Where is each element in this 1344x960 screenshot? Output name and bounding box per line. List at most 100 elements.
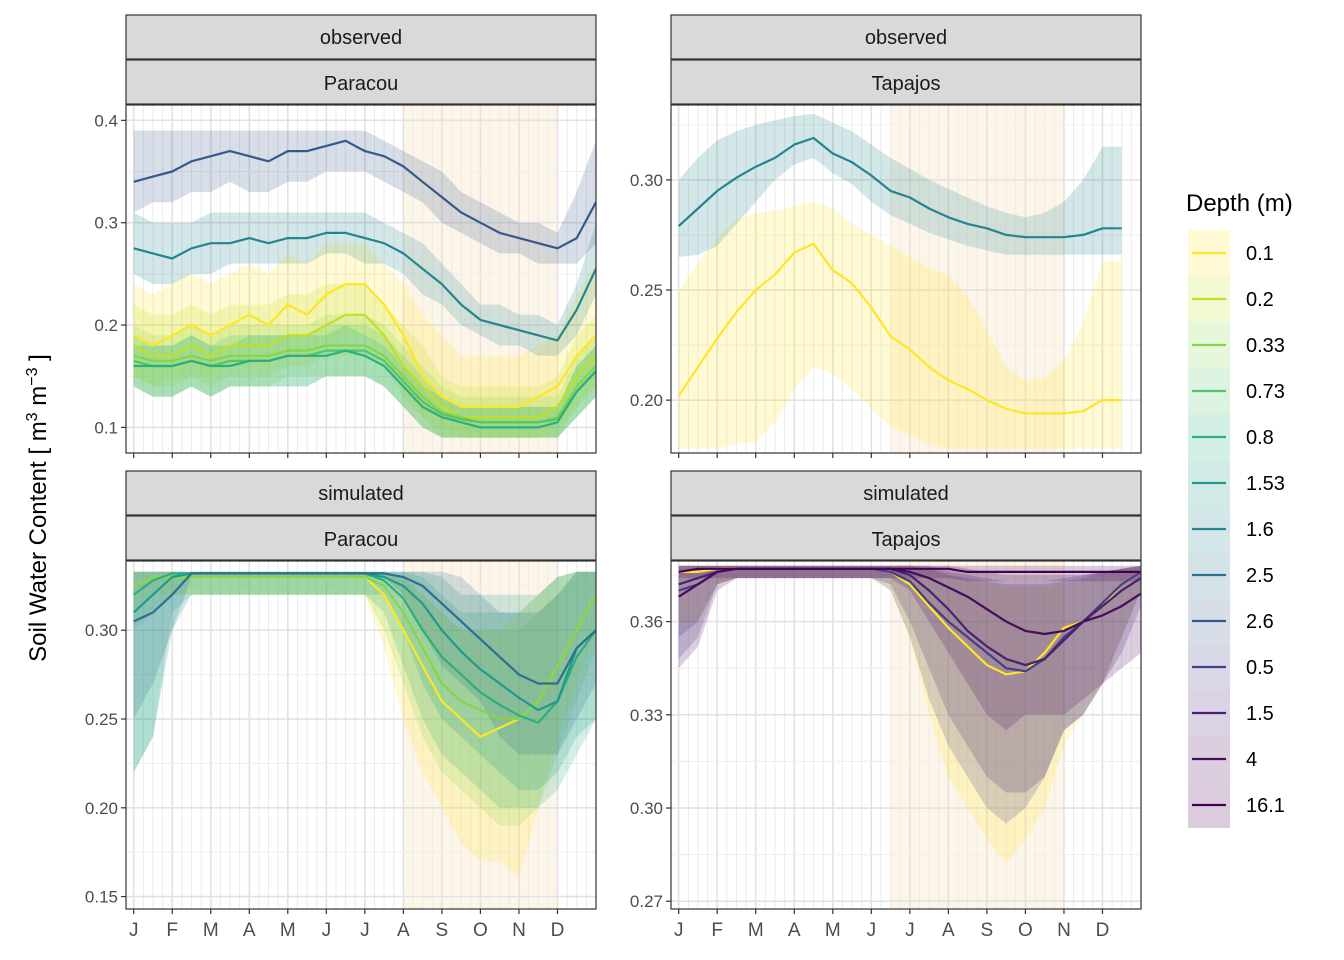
y-tick-label: 0.25 — [630, 281, 663, 300]
x-tick-label: M — [825, 920, 841, 941]
legend-item: 4 — [1188, 736, 1257, 782]
x-tick-label: M — [280, 920, 296, 941]
strip-top-label: observed — [320, 27, 402, 49]
panels: observed Paracou 0.1 0.2 0.3 0.4 observed Tapaj… — [85, 14, 1142, 941]
line-depth-2.6 — [133, 139, 596, 250]
y-tick-label: 0.25 — [85, 710, 118, 729]
strip-bottom-label: Paracou — [324, 73, 399, 95]
x-tick-label: J — [905, 920, 915, 941]
ribbon-depth-4 — [678, 565, 1141, 731]
x-tick-label: D — [1096, 920, 1110, 941]
y-tick-label: 0.30 — [630, 171, 663, 190]
legend-item: 2.6 — [1188, 598, 1274, 644]
legend-item: 0.73 — [1188, 368, 1285, 414]
line-depth-0.1 — [133, 283, 596, 408]
ribbon-depth-0.33 — [133, 571, 596, 826]
panel-top-right: observed Tapajos 0.20 0.25 0.30 — [630, 14, 1142, 458]
ribbon-depth-0.1 — [678, 565, 1141, 864]
x-tick-label: D — [551, 920, 565, 941]
x-tick-label: J — [674, 920, 684, 941]
legend-item: 0.8 — [1188, 414, 1274, 460]
legend-label: 4 — [1246, 749, 1257, 771]
legend-label: 2.5 — [1246, 565, 1274, 587]
legend-item: 0.1 — [1188, 230, 1274, 276]
legend-item: 0.33 — [1188, 322, 1285, 368]
y-tick-label: 0.30 — [85, 621, 118, 640]
strip-top — [670, 470, 1142, 516]
y-tick-label: 0.20 — [630, 391, 663, 410]
ribbon-depth-0.8 — [133, 325, 596, 438]
panel-border — [670, 104, 1142, 454]
legend-item: 0.2 — [1188, 276, 1274, 322]
strip-bottom — [125, 59, 597, 105]
legend-item: 1.6 — [1188, 506, 1274, 552]
legend-item: 2.5 — [1188, 552, 1274, 598]
line-depth-1.6 — [133, 231, 596, 342]
panel-bottom-left: simulated Paracou 0.15 0.20 0.25 0.30 J F M A M J J A… — [85, 470, 597, 941]
y-tick-label: 0.15 — [85, 888, 118, 907]
line-depth-2.5 — [133, 572, 596, 685]
legend-label: 0.2 — [1246, 289, 1274, 311]
x-tick-label: J — [322, 920, 332, 941]
panel-border — [670, 560, 1142, 910]
x-tick-label: F — [711, 920, 723, 941]
ribbon-depth-1.6 — [678, 113, 1122, 257]
legend-label: 1.53 — [1246, 473, 1285, 495]
ribbon-depth-0.1 — [133, 571, 596, 879]
strip-top-label: simulated — [318, 483, 404, 505]
strip-top — [125, 470, 597, 516]
legend-label: 2.6 — [1246, 611, 1274, 633]
x-tick-label: S — [981, 920, 994, 941]
plot-area — [126, 105, 596, 453]
y-tick-label: 0.30 — [630, 799, 663, 818]
legend-item: 1.53 — [1188, 460, 1285, 506]
legend-label: 0.5 — [1246, 657, 1274, 679]
x-tick-label: A — [243, 920, 256, 941]
ribbon-depth-0.73 — [133, 325, 596, 438]
line-depth-0.2 — [133, 313, 596, 419]
x-tick-label: O — [1018, 920, 1033, 941]
panel-border — [125, 104, 597, 454]
legend-label: 0.1 — [1246, 243, 1274, 265]
legend-items: 0.1 0.2 0.33 0.73 0.8 1.53 1.6 2.5 2.6 0.5 1.5 4 16.… — [1188, 230, 1285, 828]
ribbon-depth-2.6 — [133, 130, 596, 264]
legend: Depth (m) 0.1 0.2 0.33 0.73 0.8 1.53 1.6 2.5 2.6… — [1186, 190, 1293, 828]
panel-top-left: observed Paracou 0.1 0.2 0.3 0.4 — [94, 14, 597, 458]
x-tick-label: N — [1057, 920, 1071, 941]
line-depth-0.8 — [133, 349, 596, 429]
strip-top-label: simulated — [863, 483, 949, 505]
line-depth-0.33 — [133, 575, 596, 721]
x-tick-label: M — [203, 920, 219, 941]
strip-bottom — [670, 59, 1142, 105]
legend-label: 0.73 — [1246, 381, 1285, 403]
y-tick-label: 0.20 — [85, 799, 118, 818]
ribbon-depth-0.1 — [133, 243, 596, 438]
x-tick-label: A — [942, 920, 955, 941]
x-tick-label: A — [788, 920, 801, 941]
strip-top — [670, 14, 1142, 60]
y-tick-label: 0.1 — [94, 418, 118, 437]
line-depth-1.6 — [677, 136, 1122, 239]
x-tick-label: J — [129, 920, 139, 941]
y-tick-label: 0.33 — [630, 706, 663, 725]
legend-label: 16.1 — [1246, 795, 1285, 817]
legend-label: 1.5 — [1246, 703, 1274, 725]
plot-area — [671, 105, 1141, 453]
strip-bottom-label: Paracou — [324, 529, 399, 551]
line-depth-0.1 — [677, 242, 1122, 415]
strip-bottom-label: Tapajos — [872, 529, 941, 551]
line-depth-16.1 — [678, 567, 1141, 574]
panel-border — [125, 560, 597, 910]
x-tick-label: S — [436, 920, 449, 941]
ribbon-depth-1.5 — [678, 565, 1141, 793]
legend-label: 1.6 — [1246, 519, 1274, 541]
x-tick-label: N — [512, 920, 526, 941]
ribbon-depth-0.1 — [678, 201, 1122, 449]
ribbon-depth-0.8 — [133, 571, 596, 808]
legend-title: Depth (m) — [1186, 190, 1293, 217]
strip-top — [125, 14, 597, 60]
strip-bottom — [670, 515, 1142, 561]
y-tick-label: 0.2 — [94, 316, 118, 335]
y-tick-label: 0.3 — [94, 214, 118, 233]
